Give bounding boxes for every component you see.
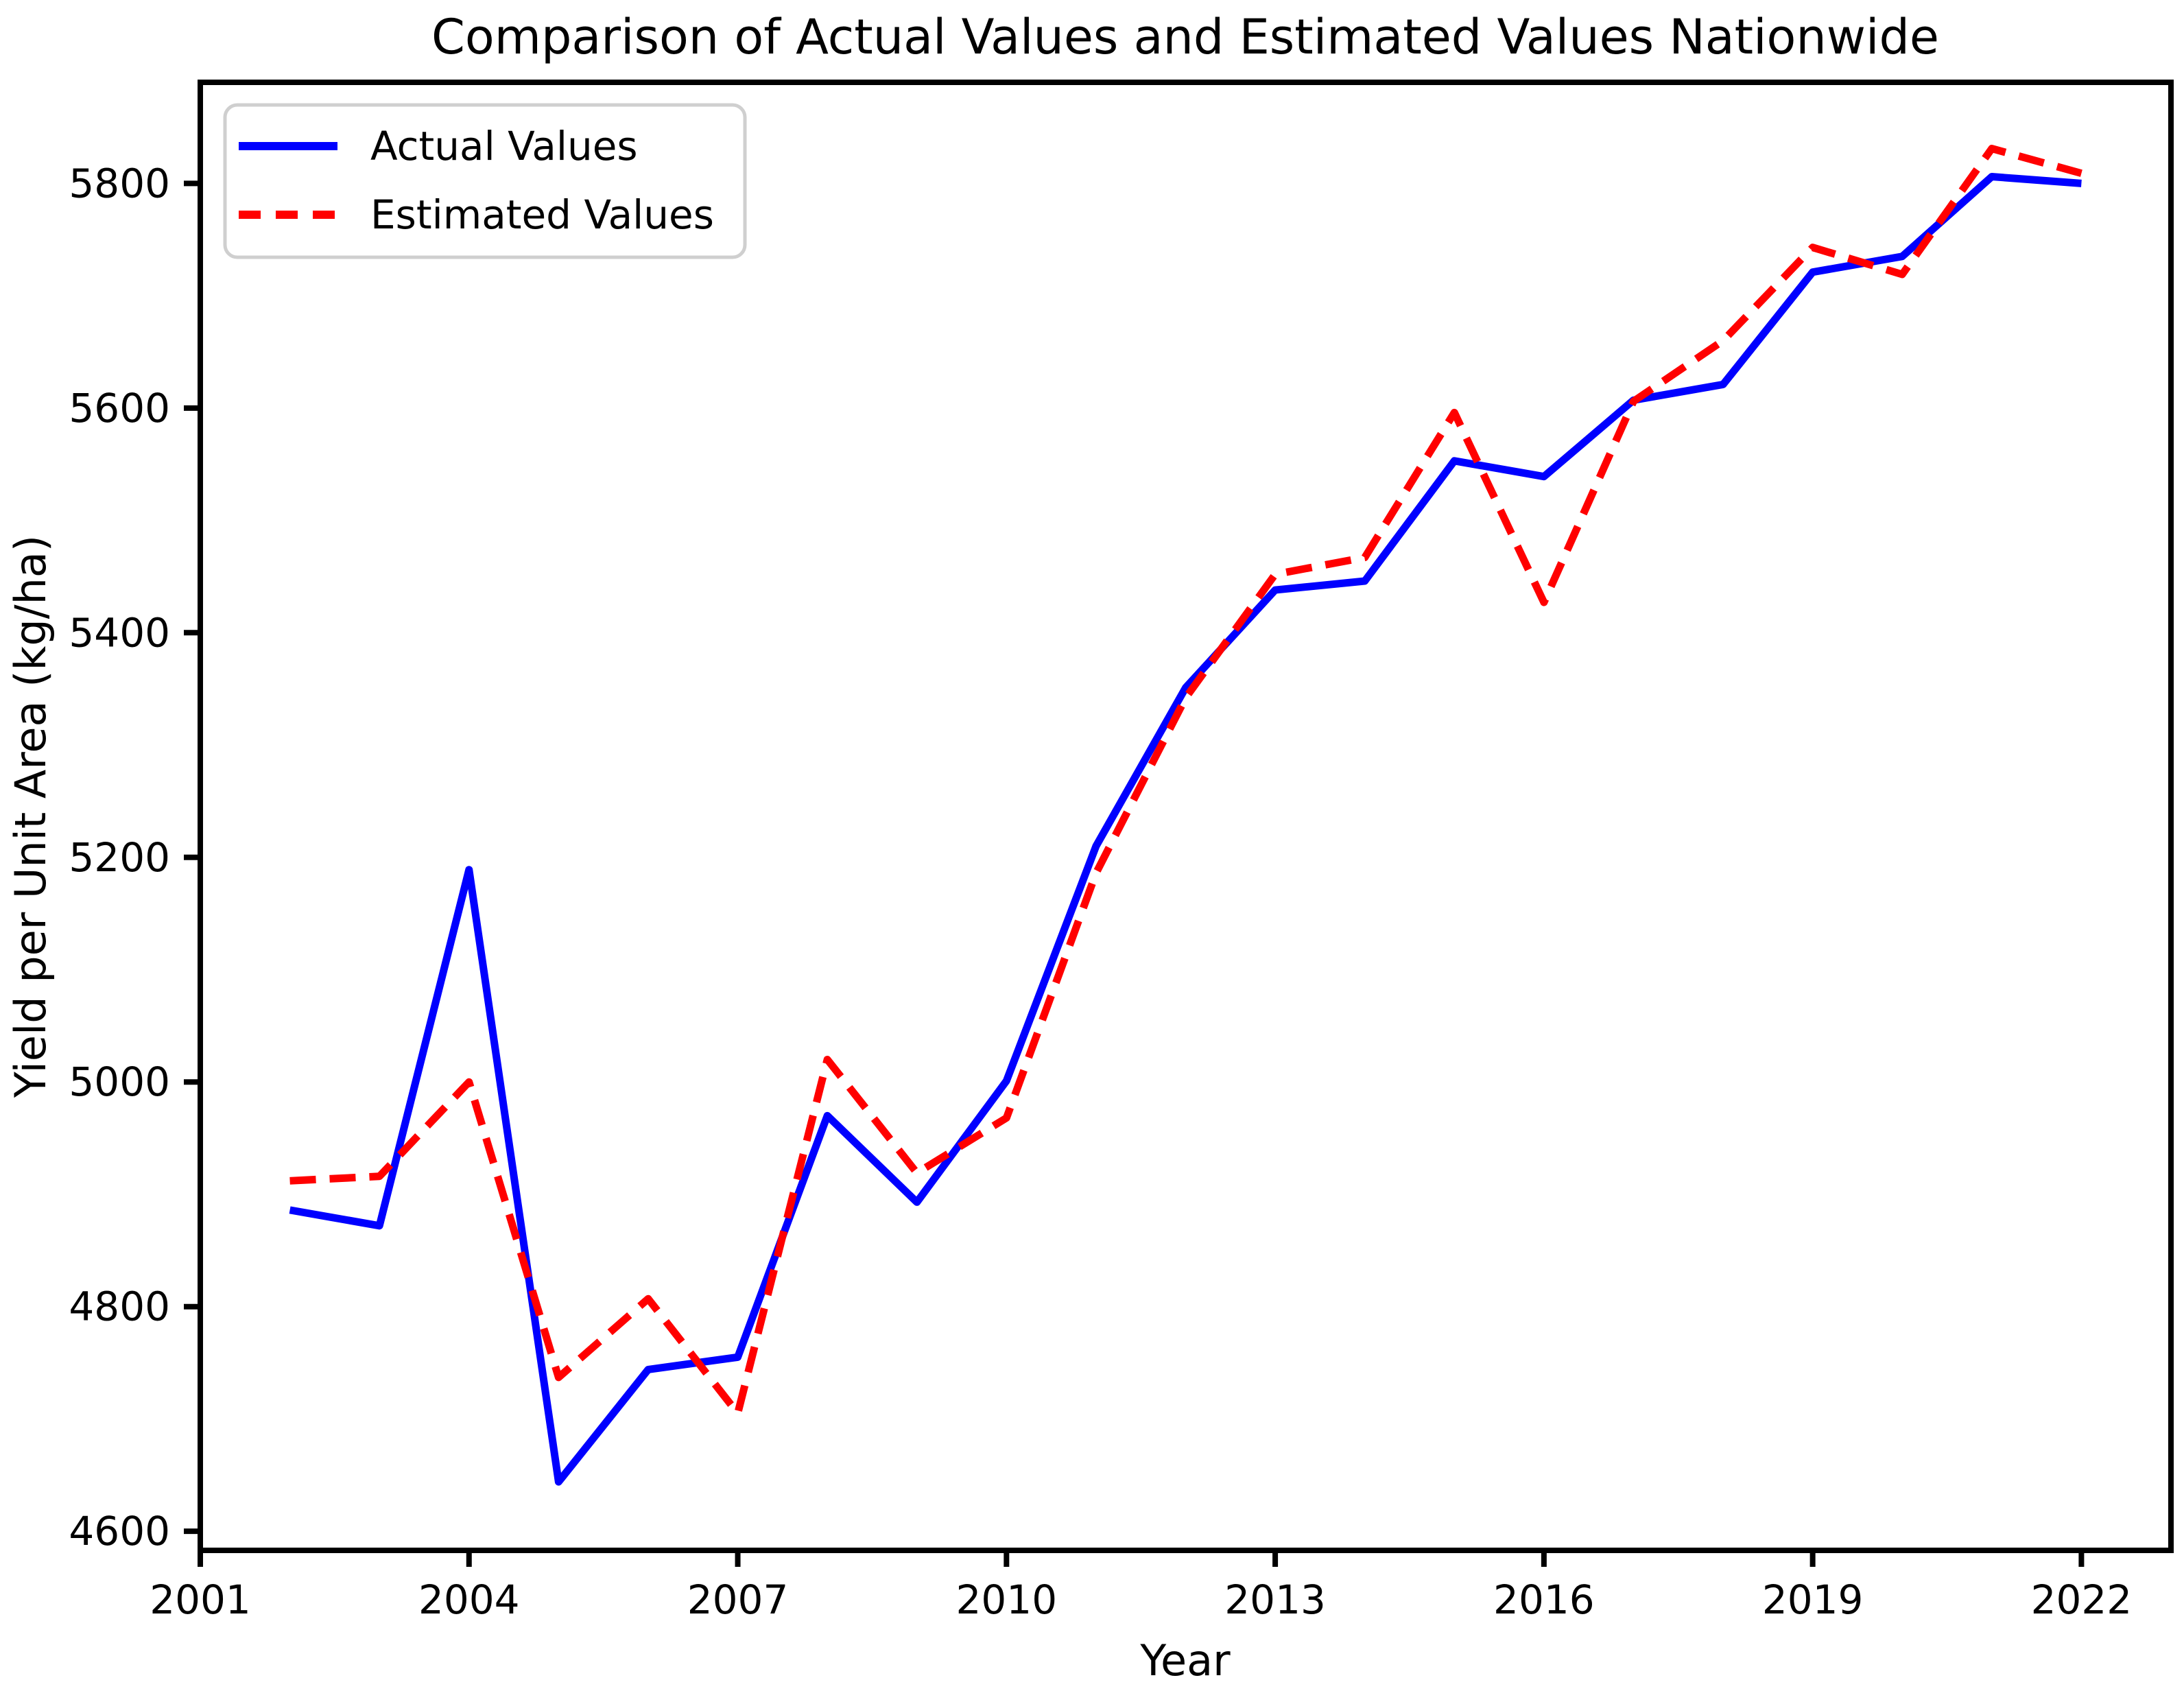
chart-title: Comparison of Actual Values and Estimate… — [431, 9, 1939, 65]
legend-box — [223, 103, 747, 259]
plot-area-border — [198, 80, 2174, 1553]
y-tick-label-4600: 4600 — [69, 1508, 170, 1554]
legend-item-actual: Actual Values — [239, 123, 638, 169]
x-axis-ticks: 2001 2004 2007 2010 2013 2016 2019 2022 — [150, 1550, 2132, 1623]
y-axis-label: Yield per Unit Area (kg/ha) — [5, 535, 56, 1098]
legend: Actual Values Estimated Values — [223, 103, 747, 259]
x-tick-label-2004: 2004 — [418, 1576, 520, 1623]
x-axis-label: Year — [1139, 1635, 1231, 1686]
data-series — [289, 145, 2082, 1486]
legend-actual-label: Actual Values — [370, 123, 638, 169]
x-tick-label-2019: 2019 — [1762, 1576, 1864, 1623]
y-tick-label-5400: 5400 — [69, 609, 170, 656]
y-axis-ticks: 4600 4800 5000 5200 5400 5600 5800 — [69, 160, 200, 1554]
x-tick-label-2001: 2001 — [150, 1576, 251, 1623]
y-tick-label-5000: 5000 — [69, 1059, 170, 1105]
y-tick-label-4800: 4800 — [69, 1284, 170, 1330]
y-tick-label-5800: 5800 — [69, 160, 170, 206]
legend-estimated-label: Estimated Values — [370, 191, 714, 238]
y-tick-label-5600: 5600 — [69, 385, 170, 431]
estimated-values-line — [289, 145, 2082, 1417]
x-tick-label-2016: 2016 — [1493, 1576, 1595, 1623]
actual-values-line — [289, 173, 2082, 1486]
x-tick-label-2013: 2013 — [1224, 1576, 1326, 1623]
x-tick-label-2007: 2007 — [687, 1576, 789, 1623]
x-tick-label-2022: 2022 — [2031, 1576, 2133, 1623]
legend-item-estimated: Estimated Values — [239, 191, 714, 238]
y-tick-label-5200: 5200 — [69, 834, 170, 881]
x-tick-label-2010: 2010 — [956, 1576, 1058, 1623]
